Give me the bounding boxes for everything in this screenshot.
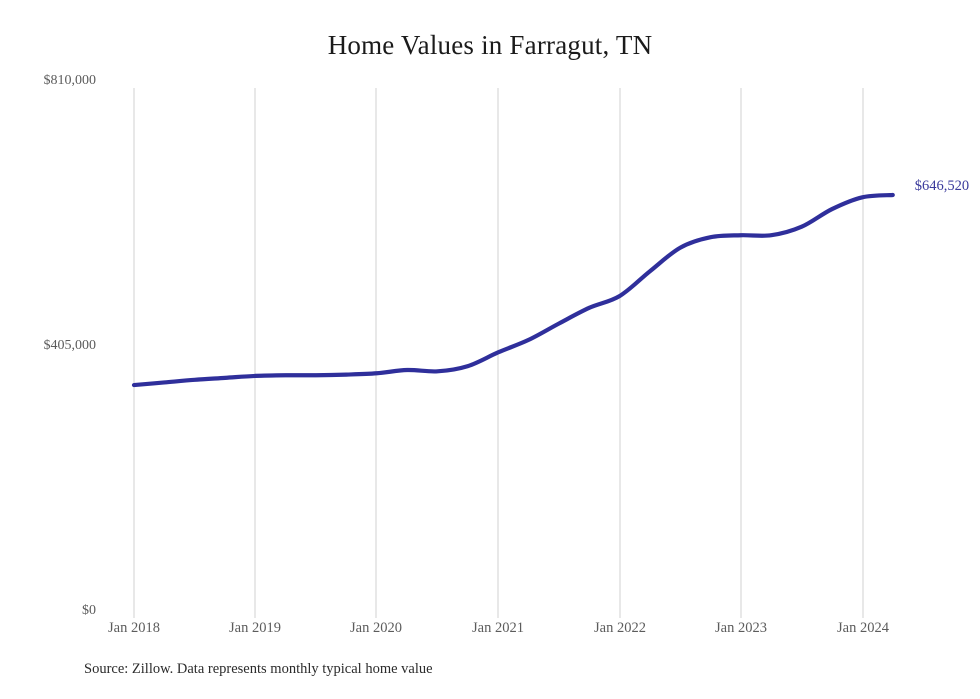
y-axis-tick-label-middle: $405,000: [43, 338, 97, 353]
x-axis-tick-label-jan-2020: Jan 2020: [350, 620, 402, 636]
x-axis-tick-label-jan-2022: Jan 2022: [594, 620, 646, 636]
y-axis-tick-label-top: $810,000: [43, 73, 97, 88]
x-axis-tick-label-jan-2018: Jan 2018: [108, 620, 160, 636]
x-axis-tick-label-jan-2023: Jan 2023: [715, 620, 767, 636]
x-axis-tick-label-jan-2021: Jan 2021: [472, 620, 524, 636]
chart-title: Home Values in Farragut, TN: [327, 30, 653, 60]
end-value-annotation: $646,520: [914, 177, 970, 194]
source-footnote: Source: Zillow. Data represents monthly …: [84, 661, 433, 677]
x-axis-tick-label-jan-2024: Jan 2024: [837, 620, 889, 636]
y-axis-tick-label-bottom: $0: [82, 603, 96, 618]
x-axis-tick-label-jan-2019: Jan 2019: [229, 620, 281, 636]
line-series-typical-home-value: [131, 192, 895, 388]
